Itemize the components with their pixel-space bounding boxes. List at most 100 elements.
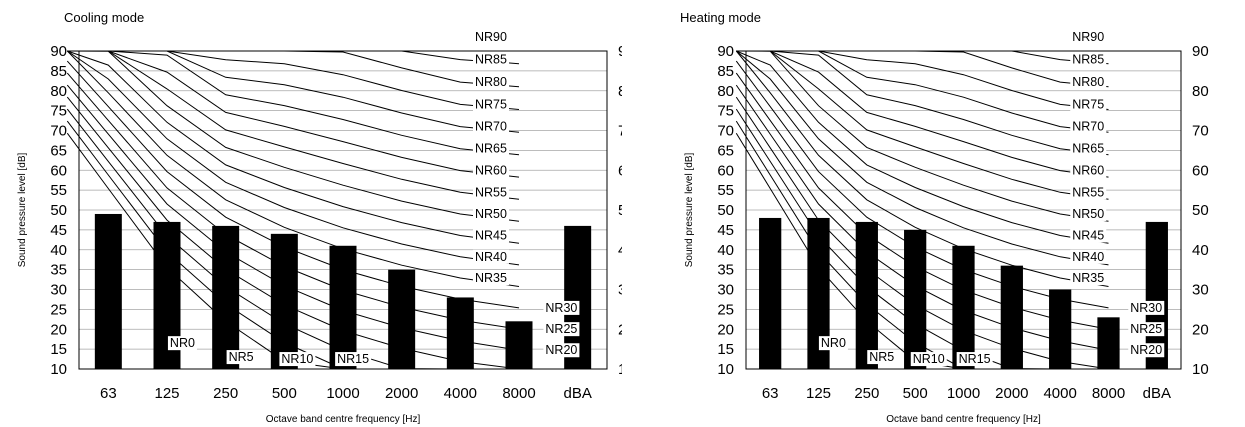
nr-label: NR40 <box>475 250 507 264</box>
nr-label-background <box>473 119 510 134</box>
bars <box>94 213 592 369</box>
y-tick-label-right: 70 <box>1192 123 1209 140</box>
bar-63 <box>759 217 782 369</box>
bar-2000 <box>1000 265 1023 369</box>
nr-label-background <box>335 352 372 367</box>
x-tick-label: 250 <box>854 385 879 402</box>
y-tick-label: 75 <box>717 103 734 120</box>
nr-label: NR5 <box>229 350 254 364</box>
nr-label: NR0 <box>170 336 195 350</box>
chart-title: Heating mode <box>680 10 761 25</box>
nr-label: NR10 <box>913 352 945 366</box>
y-tick-label: 55 <box>717 182 734 199</box>
nr-label: NR15 <box>959 352 991 366</box>
nr-label-background <box>473 75 510 90</box>
y-tick-label: 35 <box>50 262 67 279</box>
y-tick-label: 85 <box>717 63 734 80</box>
nr-label: NR90 <box>475 30 507 44</box>
nr-curve-55 <box>736 50 1109 200</box>
nr-label: NR80 <box>1072 75 1104 89</box>
nr-curve-35 <box>735 50 1109 287</box>
y-axis-label: Sound pressure level [dB] <box>17 153 28 268</box>
nr-label: NR20 <box>1130 343 1162 357</box>
nr-label-background <box>910 352 947 367</box>
nr-label: NR70 <box>1072 120 1104 134</box>
x-axis-label: Octave band centre frequency [Hz] <box>266 414 421 425</box>
y-tick-label: 90 <box>50 43 67 60</box>
nr-curve-40 <box>735 50 1109 266</box>
y-tick-label: 50 <box>717 202 734 219</box>
nr-label: NR70 <box>475 120 507 134</box>
nr-label: NR75 <box>475 97 507 111</box>
x-tick-label: dBA <box>1143 385 1171 402</box>
nr-label-background <box>1128 343 1165 358</box>
bar-250 <box>855 221 878 369</box>
bar-8000 <box>1097 317 1120 369</box>
y-tick-label-right: 50 <box>618 202 622 219</box>
nr-label-background <box>473 30 510 45</box>
x-tick-label: dBA <box>563 385 591 402</box>
nr-curve-65 <box>67 50 520 156</box>
bar-4000 <box>446 297 474 369</box>
heating-chart: NR0 NR5 NR10 NR15 NR20 NR25 NR30 NR35 NR40 NR45 NR… <box>684 30 1209 425</box>
nr-label: NR40 <box>1072 250 1104 264</box>
y-tick-label: 50 <box>50 202 67 219</box>
nr-label-background <box>473 163 510 178</box>
cooling-chart-panel: Cooling mode NR0 NR5 NR10 NR15 NR20 NR25 NR30 N… <box>0 0 622 427</box>
y-tick-label-right: 90 <box>618 43 622 60</box>
y-tick-label: 15 <box>717 341 734 358</box>
nr-label: NR55 <box>475 185 507 199</box>
nr-label-background <box>956 352 993 367</box>
nr-label: NR25 <box>1130 322 1162 336</box>
y-tick-label-right: 40 <box>1192 242 1209 259</box>
y-tick-label: 10 <box>717 361 734 378</box>
nr-label-background <box>543 343 580 358</box>
nr-label: NR30 <box>545 301 577 315</box>
y-tick-label-right: 60 <box>618 162 622 179</box>
nr-label: NR5 <box>869 350 894 364</box>
nr-curve-80 <box>736 50 1109 88</box>
nr-label-background <box>1070 52 1107 67</box>
nr-label-background <box>1070 141 1107 156</box>
y-tick-label: 15 <box>50 341 67 358</box>
bar-1000 <box>329 245 357 369</box>
x-tick-label: 8000 <box>1092 385 1125 402</box>
nr-label-background <box>473 228 510 243</box>
nr-label: NR25 <box>545 322 577 336</box>
nr-label-background <box>1070 97 1107 112</box>
nr-label-background <box>226 350 256 365</box>
y-tick-label-right: 50 <box>1192 202 1209 219</box>
y-tick-label: 65 <box>717 142 734 159</box>
chart-title: Cooling mode <box>64 10 145 25</box>
nr-label: NR65 <box>475 142 507 156</box>
nr-label: NR50 <box>475 207 507 221</box>
nr-label-background <box>1070 228 1107 243</box>
y-tick-label-right: 20 <box>1192 321 1209 338</box>
x-tick-label: 1000 <box>326 385 359 402</box>
nr-label: NR20 <box>545 343 577 357</box>
y-tick-label-right: 10 <box>1192 361 1209 378</box>
y-tick-label-right: 90 <box>1192 43 1209 60</box>
y-tick-label: 40 <box>717 242 734 259</box>
nr-labels: NR0 NR5 NR10 NR15 NR20 NR25 NR30 NR35 NR40 NR45 NR… <box>167 30 580 367</box>
x-tick-label: 1000 <box>947 385 980 402</box>
y-tick-label: 65 <box>50 142 67 159</box>
y-tick-label: 10 <box>50 361 67 378</box>
y-tick-label: 45 <box>50 222 67 239</box>
nr-curve-40 <box>67 50 520 266</box>
bar-500 <box>904 229 927 369</box>
y-axis-label: Sound pressure level [dB] <box>684 153 695 268</box>
nr-label-background <box>473 185 510 200</box>
y-tick-label: 60 <box>717 162 734 179</box>
y-tick-label-right: 80 <box>618 83 622 100</box>
nr-curve-55 <box>67 50 520 200</box>
nr-label-background <box>473 206 510 221</box>
x-tick-label: 500 <box>272 385 297 402</box>
y-tick-label: 70 <box>717 123 734 140</box>
y-tick-label: 55 <box>50 182 67 199</box>
y-tick-label: 70 <box>50 123 67 140</box>
nr-label: NR75 <box>1072 97 1104 111</box>
nr-label: NR15 <box>337 352 369 366</box>
x-tick-label: 8000 <box>502 385 535 402</box>
y-tick-label: 90 <box>717 43 734 60</box>
